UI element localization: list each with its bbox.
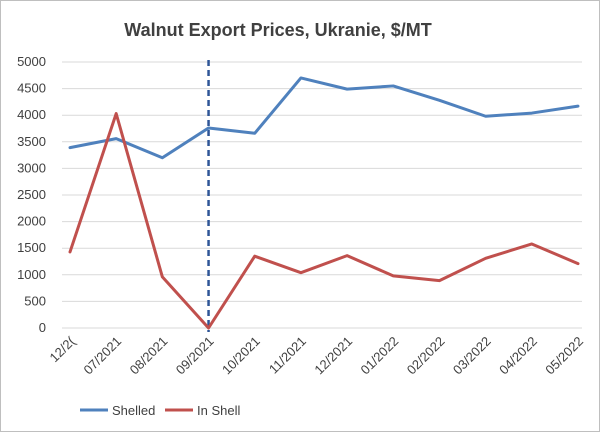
x-tick-label: 07/2021 <box>80 334 124 378</box>
y-tick-label: 1500 <box>17 240 46 255</box>
series-lines <box>68 76 580 330</box>
x-tick-label: 05/2022 <box>542 334 586 378</box>
legend: Shelled In Shell <box>80 403 240 418</box>
y-tick-label: 3000 <box>17 160 46 175</box>
y-tick-label: 5000 <box>17 54 46 69</box>
x-tick-label: 09/2021 <box>173 334 217 378</box>
y-tick-label: 2000 <box>17 214 46 229</box>
y-tick-label: 0 <box>39 320 46 335</box>
y-tick-label: 1000 <box>17 267 46 282</box>
x-axis-ticks: 12/2(07/2021 08/2021 09/2021 10/2021 11/2021… <box>47 333 587 377</box>
x-tick-label: 08/2021 <box>127 334 171 378</box>
x-tick-label: 10/2021 <box>219 334 263 378</box>
x-tick-label: 11/2021 <box>266 334 309 377</box>
legend-label: Shelled <box>112 403 155 418</box>
series-line-shelled <box>68 76 580 160</box>
y-tick-label: 4500 <box>17 81 46 96</box>
x-tick-label: 12/2( <box>47 333 79 365</box>
y-axis-ticks: 0 500 1000 1500 2000 2500 3000 3500 4000 4500 5000 <box>17 54 46 335</box>
x-tick-label: 03/2022 <box>450 334 494 378</box>
legend-label: In Shell <box>197 403 240 418</box>
x-tick-label: 02/2022 <box>404 334 448 378</box>
y-tick-label: 2500 <box>17 187 46 202</box>
y-tick-label: 500 <box>24 293 46 308</box>
x-tick-label: 04/2022 <box>496 334 540 378</box>
chart-title: Walnut Export Prices, Ukranie, $/MT <box>124 20 431 40</box>
x-tick-label: 01/2022 <box>358 334 402 378</box>
y-tick-label: 3500 <box>17 134 46 149</box>
x-tick-label: 12/2021 <box>311 334 355 378</box>
y-tick-label: 4000 <box>17 107 46 122</box>
series-line-in-shell <box>68 112 580 330</box>
